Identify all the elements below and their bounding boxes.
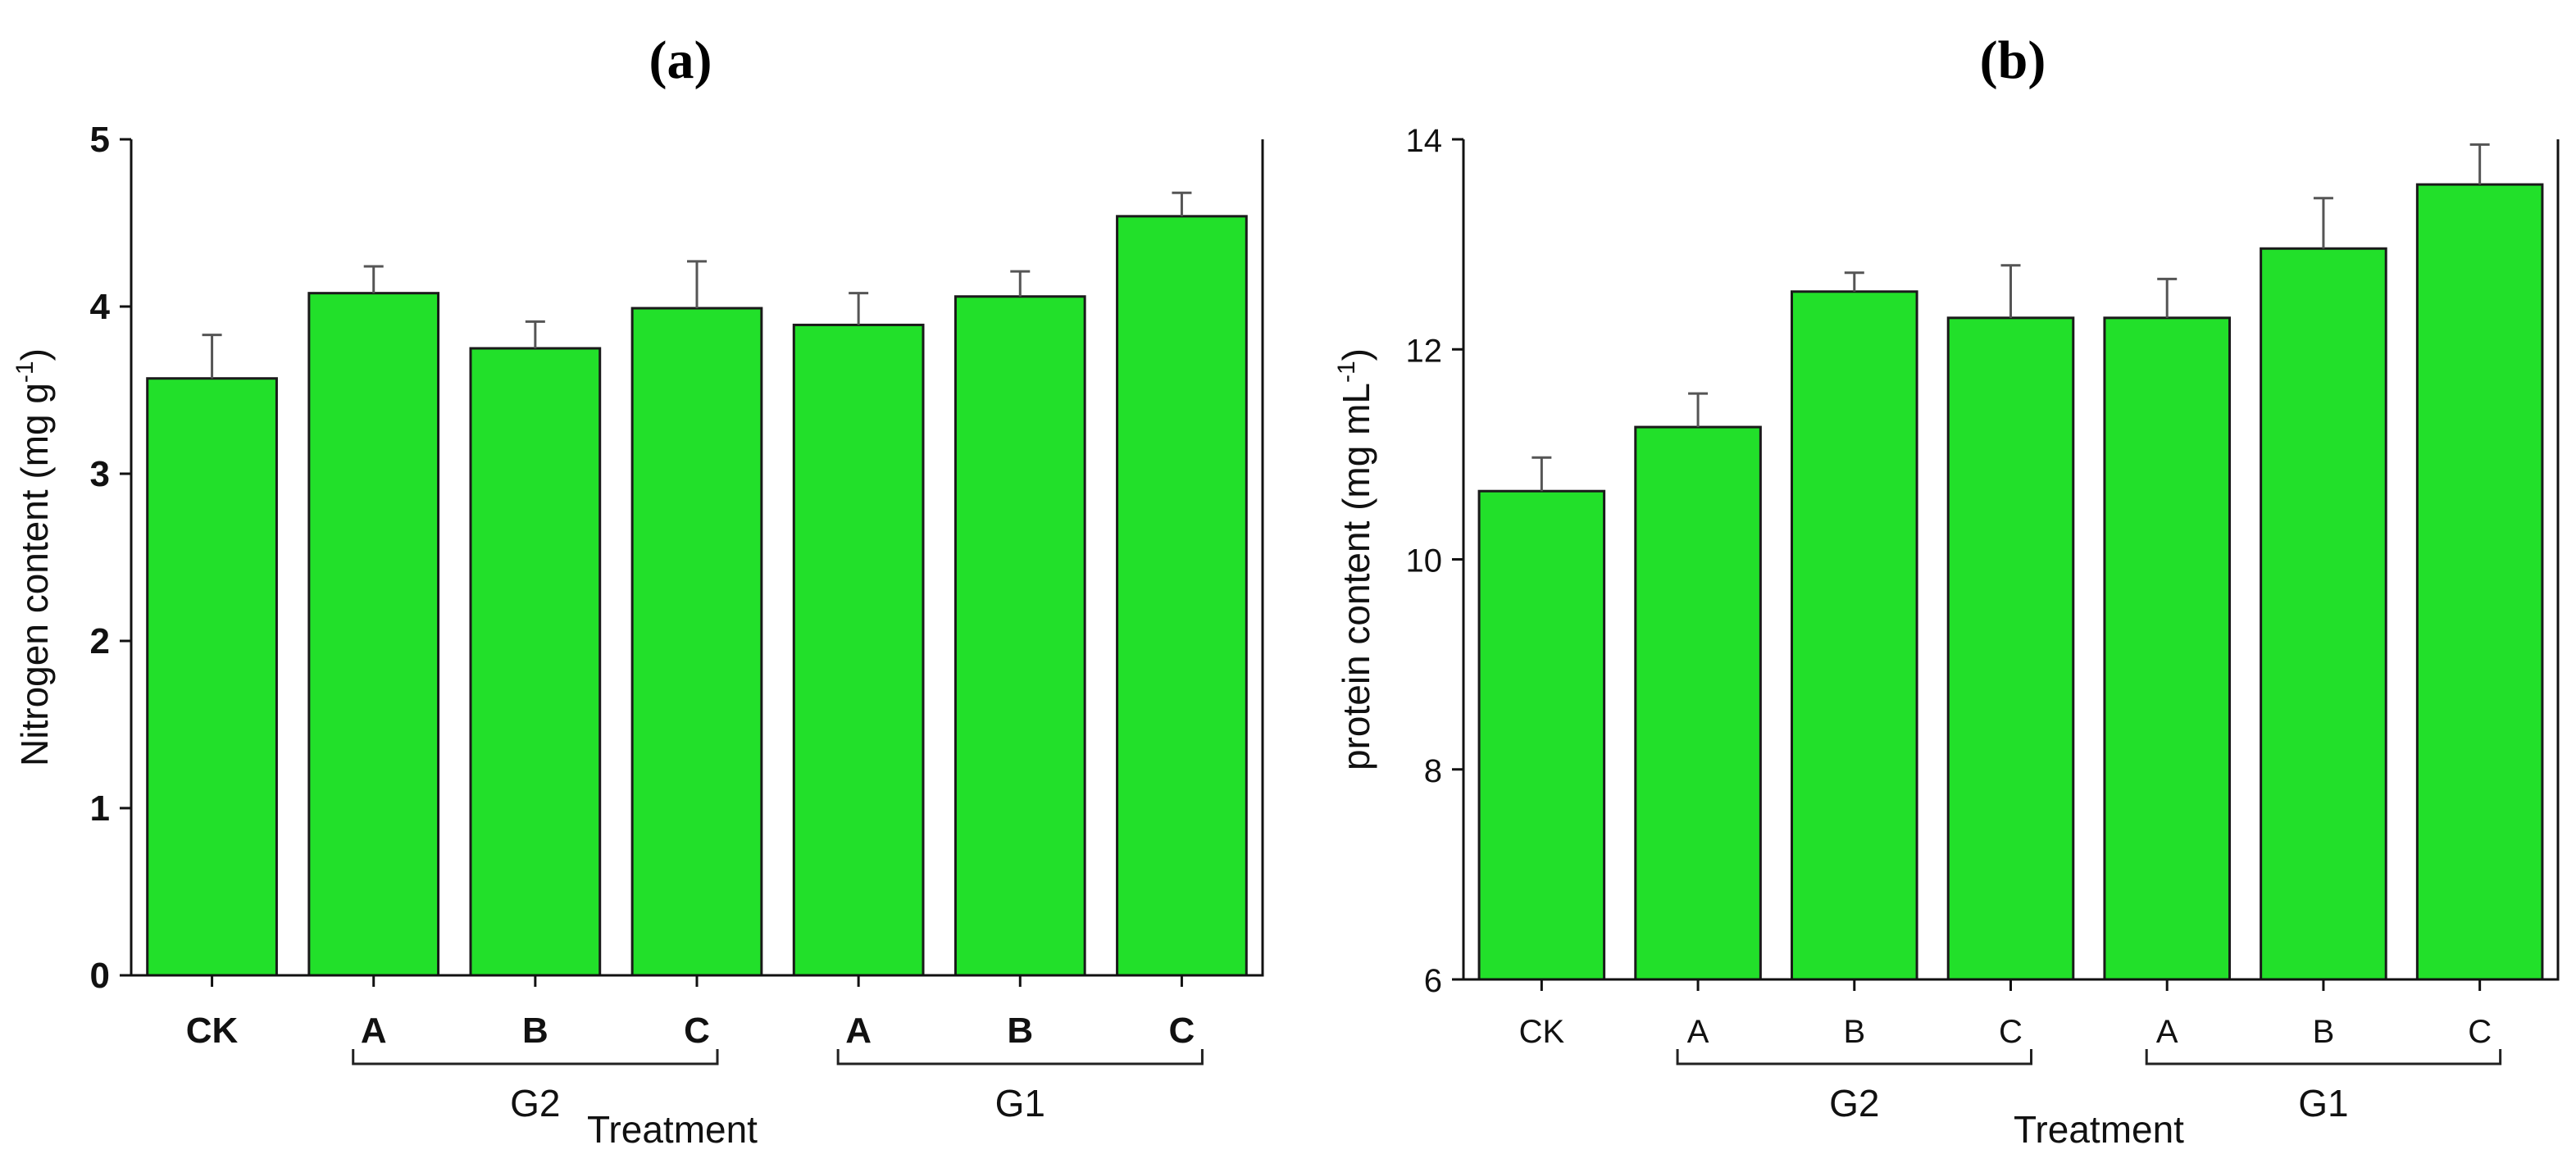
bar: [1634, 425, 1762, 981]
y-axis-title-sup: -1: [1333, 361, 1360, 383]
y-axis-title-end: ): [1335, 348, 1377, 361]
y-axis-title-main: Nitrogen content (mg g: [13, 383, 56, 766]
group-bracket: [1676, 1049, 2032, 1065]
x-tick-label: CK: [1519, 1014, 1565, 1050]
bar: [953, 295, 1086, 977]
x-tick-label: A: [1687, 1014, 1709, 1050]
y-tick-label: 4: [90, 287, 111, 327]
x-tick-label: B: [1843, 1014, 1865, 1050]
bar: [2103, 316, 2231, 981]
group-bracket: [352, 1049, 719, 1065]
x-tick-label: C: [1169, 1011, 1195, 1051]
y-axis-title-sup: -1: [11, 361, 39, 383]
bar: [2260, 247, 2387, 981]
y-tick-label: 6: [1424, 963, 1442, 999]
bar: [1946, 316, 2075, 981]
x-tick-label: A: [361, 1011, 387, 1051]
y-tick-label: 2: [90, 621, 110, 661]
panel-a: (a) 0 1 2 3 4 5 CK A B C A B C G2 G1 Treatment Nitrogen c…: [11, 30, 1264, 1151]
group-label: G1: [995, 1082, 1045, 1124]
group-label: G2: [1829, 1082, 1879, 1124]
bar: [630, 307, 763, 977]
y-tick-label: 14: [1406, 123, 1443, 159]
y-tick-label: 8: [1424, 753, 1442, 789]
group-bracket: [2145, 1049, 2502, 1065]
y-axis-title-main: protein content (mg mL: [1335, 383, 1377, 770]
x-tick-label: B: [2313, 1014, 2335, 1050]
bar: [1791, 290, 1918, 981]
bar: [469, 347, 602, 977]
x-tick-label: C: [1999, 1014, 2023, 1050]
x-tick-label: C: [2468, 1014, 2492, 1050]
y-tick-label: 5: [90, 120, 110, 160]
bar: [2415, 183, 2544, 981]
x-tick-label: B: [1007, 1011, 1033, 1051]
panel-title: (b): [1980, 30, 2046, 90]
bar: [1477, 489, 1606, 981]
y-axis-title: Nitrogen content (mg g-1): [11, 348, 56, 766]
x-tick-label: CK: [186, 1011, 239, 1051]
y-axis-title-end: ): [13, 348, 56, 361]
group-label: G1: [2298, 1082, 2348, 1124]
panel-b: (b) 6 8 10 12 14 CK A B C A B C G2 G1 Treatment protein …: [1333, 30, 2560, 1151]
group-bracket: [836, 1049, 1204, 1065]
y-tick-label: 3: [90, 454, 110, 494]
x-tick-label: A: [845, 1011, 872, 1051]
x-tick-label: C: [684, 1011, 710, 1051]
x-tick-label: A: [2156, 1014, 2178, 1050]
x-axis-title: Treatment: [2014, 1108, 2184, 1151]
bar: [1116, 215, 1248, 977]
bar: [146, 377, 278, 977]
x-axis-title: Treatment: [587, 1108, 758, 1151]
y-axis-title: protein content (mg mL-1): [1333, 348, 1377, 770]
y-tick-label: 10: [1406, 543, 1443, 579]
group-label: G2: [510, 1082, 560, 1124]
bar: [307, 292, 440, 977]
x-tick-label: B: [522, 1011, 548, 1051]
y-tick-label: 0: [90, 956, 110, 996]
y-tick-label: 1: [90, 788, 110, 829]
bar: [792, 323, 925, 977]
panel-title: (a): [649, 30, 712, 90]
y-tick-label: 12: [1406, 333, 1443, 369]
